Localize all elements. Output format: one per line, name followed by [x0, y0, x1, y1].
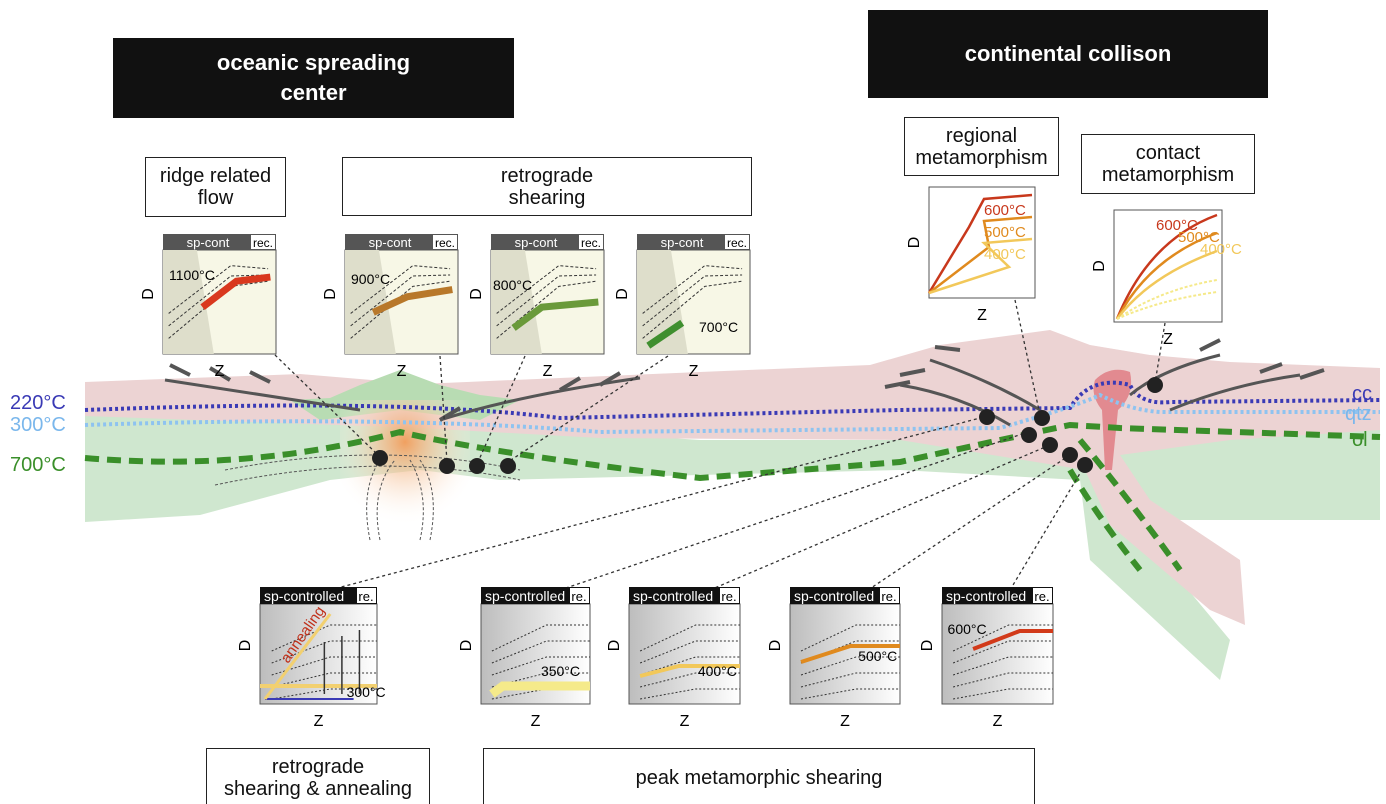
- sample-point: [469, 458, 485, 474]
- cross-section: 220°C 300°C 700°C cc qtz ol sp-cont rec. 1…: [0, 0, 1386, 804]
- y-axis-label: D: [1091, 260, 1108, 272]
- label-box: regional metamorphism: [904, 117, 1059, 176]
- inset-header-text: sp-cont: [369, 235, 412, 250]
- header-right: continental collison: [868, 10, 1268, 98]
- inset-record: rec.: [253, 236, 273, 250]
- inset-temp: 500°C: [984, 224, 1026, 241]
- inset-header-text: sp-cont: [661, 235, 704, 250]
- y-axis-label: D: [322, 288, 339, 300]
- x-axis-label: Z: [531, 713, 541, 730]
- isotherm-label: 700°C: [10, 454, 66, 476]
- inset-temp: 300°C: [347, 684, 386, 700]
- x-axis-label: Z: [840, 713, 850, 730]
- sample-point: [1021, 427, 1037, 443]
- inset-temp: 900°C: [351, 271, 390, 287]
- inset-header-text: sp-controlled: [794, 588, 874, 604]
- x-axis-label: Z: [1163, 331, 1173, 348]
- label-box: retrograde shearing: [342, 157, 752, 216]
- label-box: contact metamorphism: [1081, 134, 1255, 194]
- x-axis-label: Z: [689, 363, 699, 380]
- inset-temp: 400°C: [1200, 241, 1242, 258]
- x-axis-label: Z: [397, 363, 407, 380]
- inset-temp: 1100°C: [169, 267, 215, 283]
- inset-temp: 400°C: [984, 246, 1026, 263]
- inset-record: re.: [721, 589, 736, 604]
- x-axis-label: Z: [215, 363, 225, 380]
- inset-temp: 500°C: [858, 648, 897, 664]
- figure: 220°C 300°C 700°C cc qtz ol sp-cont rec. 1…: [0, 0, 1386, 804]
- inset-temp: 600°C: [948, 621, 987, 637]
- inset-record: rec.: [727, 236, 747, 250]
- y-axis-label: D: [614, 288, 631, 300]
- inset-header-text: sp-cont: [187, 235, 230, 250]
- inset-header-text: sp-cont: [515, 235, 558, 250]
- inset-header-text: sp-controlled: [485, 588, 565, 604]
- inset-record: re.: [358, 589, 373, 604]
- y-axis-label: D: [140, 288, 157, 300]
- sample-point: [500, 458, 516, 474]
- inset-record: re.: [571, 589, 586, 604]
- inset-record: rec.: [581, 236, 601, 250]
- isotherm-label: 300°C: [10, 414, 66, 436]
- y-axis-label: D: [468, 288, 485, 300]
- label-box: ridge related flow: [145, 157, 286, 217]
- x-axis-label: Z: [314, 713, 324, 730]
- y-axis-label: D: [606, 640, 623, 652]
- inset-header-text: sp-controlled: [633, 588, 713, 604]
- sample-point: [1042, 437, 1058, 453]
- x-axis-label: Z: [543, 363, 553, 380]
- isotherm-label: qtz: [1345, 403, 1372, 425]
- inset-record: rec.: [435, 236, 455, 250]
- sample-point: [372, 450, 388, 466]
- y-axis-label: D: [919, 640, 936, 652]
- inset-header-text: sp-controlled: [264, 588, 344, 604]
- header-left: oceanic spreading center: [113, 38, 514, 118]
- inset-temp: 800°C: [493, 277, 532, 293]
- y-axis-label: D: [767, 640, 784, 652]
- y-axis-label: D: [237, 640, 254, 652]
- sample-point: [1147, 377, 1163, 393]
- isotherm-label: 220°C: [10, 392, 66, 414]
- inset-record: re.: [1034, 589, 1049, 604]
- x-axis-label: Z: [977, 307, 987, 324]
- inset-record: re.: [881, 589, 896, 604]
- isotherm-label: ol: [1352, 429, 1368, 451]
- x-axis-label: Z: [993, 713, 1003, 730]
- sample-point: [439, 458, 455, 474]
- label-box: peak metamorphic shearing: [483, 748, 1035, 804]
- isotherm-label: cc: [1352, 383, 1372, 405]
- x-axis-label: Z: [680, 713, 690, 730]
- inset-temp: 400°C: [698, 663, 737, 679]
- sample-point: [979, 409, 995, 425]
- inset-header-text: sp-controlled: [946, 588, 1026, 604]
- inset-temp: 700°C: [699, 319, 738, 335]
- label-box: retrograde shearing & annealing: [206, 748, 430, 804]
- y-axis-label: D: [458, 640, 475, 652]
- sample-point: [1034, 410, 1050, 426]
- inset-temp: 600°C: [984, 202, 1026, 219]
- inset-temp: 350°C: [541, 663, 580, 679]
- y-axis-label: D: [906, 237, 923, 249]
- sample-point: [1077, 457, 1093, 473]
- sample-point: [1062, 447, 1078, 463]
